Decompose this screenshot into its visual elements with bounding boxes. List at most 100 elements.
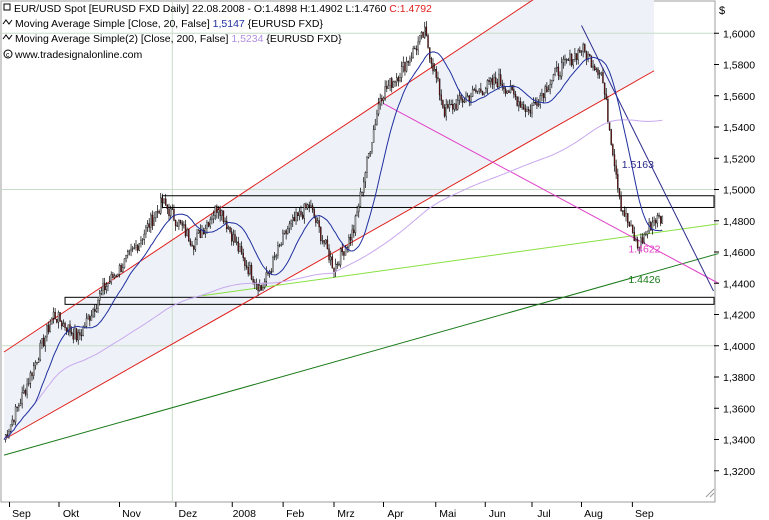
candle-body: [381, 97, 383, 101]
candle-body: [524, 108, 527, 112]
candle-body: [272, 257, 274, 273]
candle-body: [41, 338, 43, 344]
y-tick-label: 1,3600: [723, 403, 755, 415]
candle-body: [87, 316, 89, 319]
candle-body: [386, 86, 388, 89]
candle-body: [458, 95, 461, 101]
candle-body: [108, 281, 111, 284]
candle-body: [250, 265, 253, 280]
candle-body: [595, 68, 598, 71]
candle-body: [130, 248, 132, 251]
candle-body: [262, 287, 264, 291]
candle-body: [16, 406, 18, 408]
candle-body: [186, 229, 188, 236]
candle-body: [214, 205, 216, 216]
candle-body: [455, 103, 457, 110]
candle-body: [11, 419, 13, 425]
candle-body: [577, 49, 579, 60]
candle-body: [265, 272, 268, 282]
candle-body: [240, 246, 243, 254]
candle-body: [333, 267, 335, 273]
candle-body: [470, 96, 472, 102]
candle-body: [353, 229, 355, 234]
candle-body: [318, 220, 320, 228]
candle-body: [404, 61, 406, 72]
candle-body: [650, 222, 652, 231]
candle-body: [315, 217, 317, 223]
candle-body: [397, 77, 400, 82]
candle-body: [94, 309, 96, 312]
candle-body: [188, 229, 190, 242]
x-tick-label: Aug: [584, 508, 603, 520]
candle-body: [245, 265, 248, 268]
candle-body: [475, 89, 477, 93]
y-tick-label: 1,3800: [723, 372, 755, 384]
x-tick-label: Nov: [122, 508, 141, 520]
candle-body: [516, 96, 518, 106]
candle-body: [72, 333, 75, 340]
candle-body: [306, 204, 309, 209]
x-tick-label: 2008: [233, 508, 257, 520]
candle-body: [651, 221, 654, 231]
candle-body: [473, 89, 475, 91]
candle-body: [498, 74, 500, 88]
candle-body: [239, 246, 241, 252]
ma-line-icon: [2, 34, 13, 40]
candle-body: [44, 336, 46, 347]
candle-body: [582, 44, 584, 52]
candle-body: [574, 53, 576, 60]
candle-body: [478, 88, 480, 92]
candle-body: [399, 77, 401, 82]
candle-body: [518, 101, 520, 106]
candle-body: [280, 244, 282, 246]
candle-body: [371, 142, 373, 153]
candle-body: [607, 99, 609, 123]
candle-body: [341, 248, 343, 252]
candle-body: [547, 89, 550, 92]
candle-body: [301, 214, 304, 219]
x-tick-label: Sep: [12, 508, 31, 520]
candle-body: [331, 256, 334, 269]
candle-body: [557, 66, 560, 76]
candle-body: [34, 362, 37, 366]
price-annotation: 1.4426: [628, 274, 660, 286]
candle-body: [39, 342, 41, 361]
candle-body: [450, 103, 452, 106]
candle-body: [95, 308, 98, 312]
y-tick-label: 1,3400: [723, 435, 755, 447]
candle-body: [275, 255, 277, 257]
candle-body: [229, 227, 231, 233]
candle-body: [120, 265, 122, 272]
candle-body: [201, 230, 203, 238]
candle-body: [260, 285, 263, 291]
candle-body: [359, 191, 362, 207]
candle-body: [466, 95, 469, 98]
candle-body: [145, 226, 147, 235]
candle-body: [282, 233, 284, 245]
candle-body: [92, 309, 94, 317]
candle-body: [267, 272, 269, 275]
candle-body: [244, 257, 246, 266]
candle-body: [457, 99, 459, 110]
candle-body: [33, 365, 35, 376]
candle-body: [476, 90, 479, 93]
candle-body: [645, 234, 647, 236]
currency-symbol: $: [719, 5, 725, 17]
candle-body: [323, 240, 325, 244]
long-support-line: [3, 253, 719, 456]
candle-body: [247, 266, 249, 275]
candle-body: [259, 285, 261, 291]
candle-body: [118, 265, 121, 275]
resize-grip-icon[interactable]: [705, 488, 715, 498]
candle-body: [232, 234, 235, 242]
candle-body: [209, 219, 211, 227]
candle-body: [79, 332, 81, 336]
candle-body: [430, 58, 433, 64]
y-tick-label: 1,5000: [723, 185, 755, 197]
candle-body: [160, 197, 162, 214]
candle-body: [627, 213, 629, 223]
candle-body: [400, 66, 403, 78]
candle-body: [509, 85, 512, 93]
candle-body: [575, 53, 578, 60]
